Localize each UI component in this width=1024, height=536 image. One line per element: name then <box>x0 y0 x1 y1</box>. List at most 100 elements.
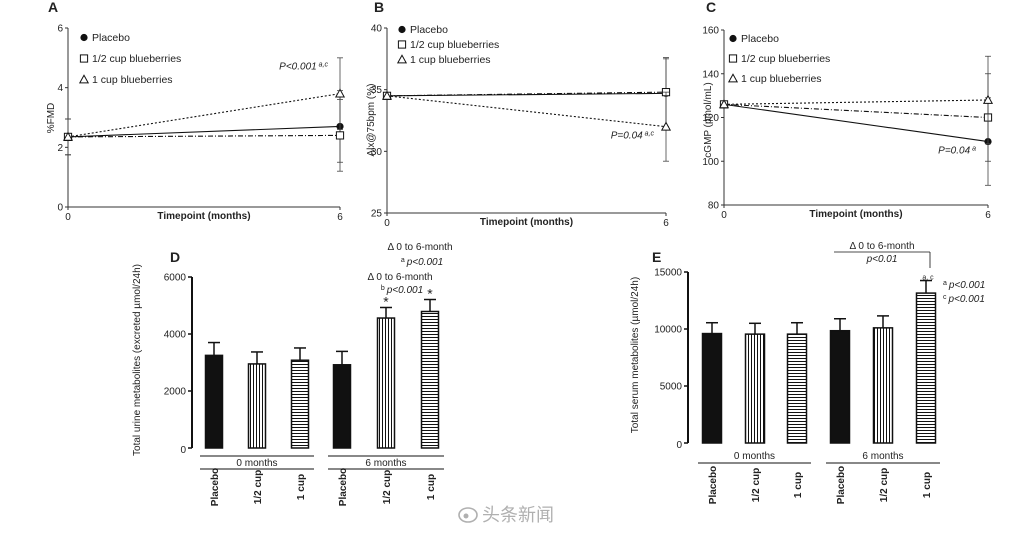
bar <box>290 359 310 449</box>
x-tick-label: 0 <box>384 218 390 229</box>
weibo-logo-icon <box>458 507 478 523</box>
y-tick-label: 15000 <box>654 268 682 279</box>
x-tick-label: 6 <box>663 218 669 229</box>
series-line <box>67 125 341 138</box>
series-line <box>67 93 341 138</box>
legend-label: Placebo <box>741 33 779 45</box>
bar <box>247 363 267 449</box>
data-point <box>62 131 74 141</box>
bar <box>701 332 723 444</box>
x-category-label: 1 cup <box>922 472 933 498</box>
bar-superscript: a, c <box>922 275 934 282</box>
data-point <box>334 88 346 98</box>
series-line <box>723 99 989 105</box>
y-tick-label: 25 <box>371 209 383 220</box>
x-category-label: 1/2 cup <box>879 468 890 502</box>
bar <box>915 292 937 444</box>
y-tick-label: 120 <box>702 113 719 124</box>
panel-e: E 0 5000 10000 15000 Total serum metabolites … <box>630 241 985 504</box>
legend-label: 1 cup blueberries <box>741 73 822 85</box>
x-axis-title: Timepoint (months) <box>809 209 902 220</box>
series-3 <box>718 55 994 145</box>
x-category-label: 1/2 cup <box>253 470 264 504</box>
series-3 <box>62 57 346 156</box>
x-category-label: 1 cup <box>426 474 437 500</box>
y-tick-label: 0 <box>57 203 63 214</box>
y-axis-title: Total urine metabolites (excreted µmol/2… <box>132 264 143 456</box>
bar <box>744 333 766 444</box>
data-point <box>381 90 393 100</box>
panel-b: B 25 30 35 40 0 6 Timepoint (months) Alx@75bpm (… <box>366 0 672 229</box>
series-3 <box>381 90 672 162</box>
watermark-text: 头条新闻 <box>482 505 554 525</box>
y-tick-label: 4 <box>57 83 63 94</box>
bar <box>376 317 396 449</box>
legend-marker <box>727 73 739 83</box>
data-point <box>718 99 730 109</box>
y-tick-label: 0 <box>180 445 186 456</box>
bar <box>420 310 440 449</box>
x-category-label: 1 cup <box>793 472 804 498</box>
legend-label: 1 cup blueberries <box>410 54 491 66</box>
x-category-label: Placebo <box>210 468 221 506</box>
side-p-value: a p<0.001 <box>943 280 985 292</box>
y-tick-label: 6000 <box>164 273 187 284</box>
series-line <box>723 103 989 119</box>
series-line <box>386 92 667 97</box>
data-point <box>982 94 994 104</box>
x-category-label: Placebo <box>836 466 847 504</box>
legend-marker <box>79 54 89 63</box>
significance-star: * <box>427 286 433 302</box>
y-tick-label: 160 <box>702 26 719 37</box>
legend-marker <box>729 34 737 43</box>
panel-d: D 0 2000 4000 6000 Total urine metabolites (e… <box>132 242 453 506</box>
legend-label: 1/2 cup blueberries <box>741 53 830 65</box>
x-tick-label: 6 <box>985 210 991 221</box>
delta-annotation: Δ 0 to 6-month <box>367 272 432 283</box>
x-tick-label: 0 <box>65 212 71 223</box>
y-tick-label: 140 <box>702 69 719 80</box>
panel-c: C 80 100 120 140 160 0 6 Timepoint (months) cGMP … <box>702 0 994 221</box>
y-axis-title: Alx@75bpm (%) <box>366 84 377 157</box>
series-2 <box>382 57 671 128</box>
group-label: 6 months <box>862 451 903 462</box>
y-tick-label: 2 <box>57 143 63 154</box>
bar <box>786 333 808 444</box>
y-tick-label: 30 <box>371 147 383 158</box>
side-p-value: c p<0.001 <box>943 294 985 306</box>
legend-label: Placebo <box>92 32 130 44</box>
group-label: 0 months <box>734 451 775 462</box>
x-category-label: 1/2 cup <box>751 468 762 502</box>
p-value-annotation: P=0.04 a,c <box>611 130 655 142</box>
series-1 <box>383 58 670 129</box>
p-value-annotation: P=0.04 a <box>938 145 976 157</box>
group-label: 6 months <box>365 458 406 469</box>
delta-annotation: Δ 0 to 6-month <box>387 242 452 253</box>
legend-marker <box>396 54 408 64</box>
y-tick-label: 10000 <box>654 325 682 336</box>
delta-annotation: Δ 0 to 6-month <box>849 241 914 252</box>
delta-p-value: p<0.01 <box>866 254 898 265</box>
legend-marker <box>78 74 90 84</box>
x-axis-title: Timepoint (months) <box>157 211 250 222</box>
y-axis-title: cGMP (pmol/mL) <box>703 82 714 157</box>
series-line <box>723 103 989 143</box>
panel-letter: E <box>652 249 661 265</box>
y-axis-title: %FMD <box>46 103 57 134</box>
bar <box>332 364 352 449</box>
y-tick-label: 4000 <box>164 330 187 341</box>
delta-p-value: a p<0.001 <box>401 257 443 269</box>
legend-marker <box>398 25 406 34</box>
p-value-annotation: P<0.001 a,c <box>279 61 328 73</box>
x-category-label: 1/2 cup <box>382 470 393 504</box>
group-label: 0 months <box>236 458 277 469</box>
panel-letter: C <box>706 0 716 15</box>
legend-marker <box>397 40 407 49</box>
legend-label: 1/2 cup blueberries <box>92 53 181 65</box>
x-category-label: Placebo <box>338 468 349 506</box>
bar <box>872 327 894 444</box>
panel-letter: B <box>374 0 384 15</box>
x-tick-label: 6 <box>337 212 343 223</box>
series-line <box>386 95 667 128</box>
